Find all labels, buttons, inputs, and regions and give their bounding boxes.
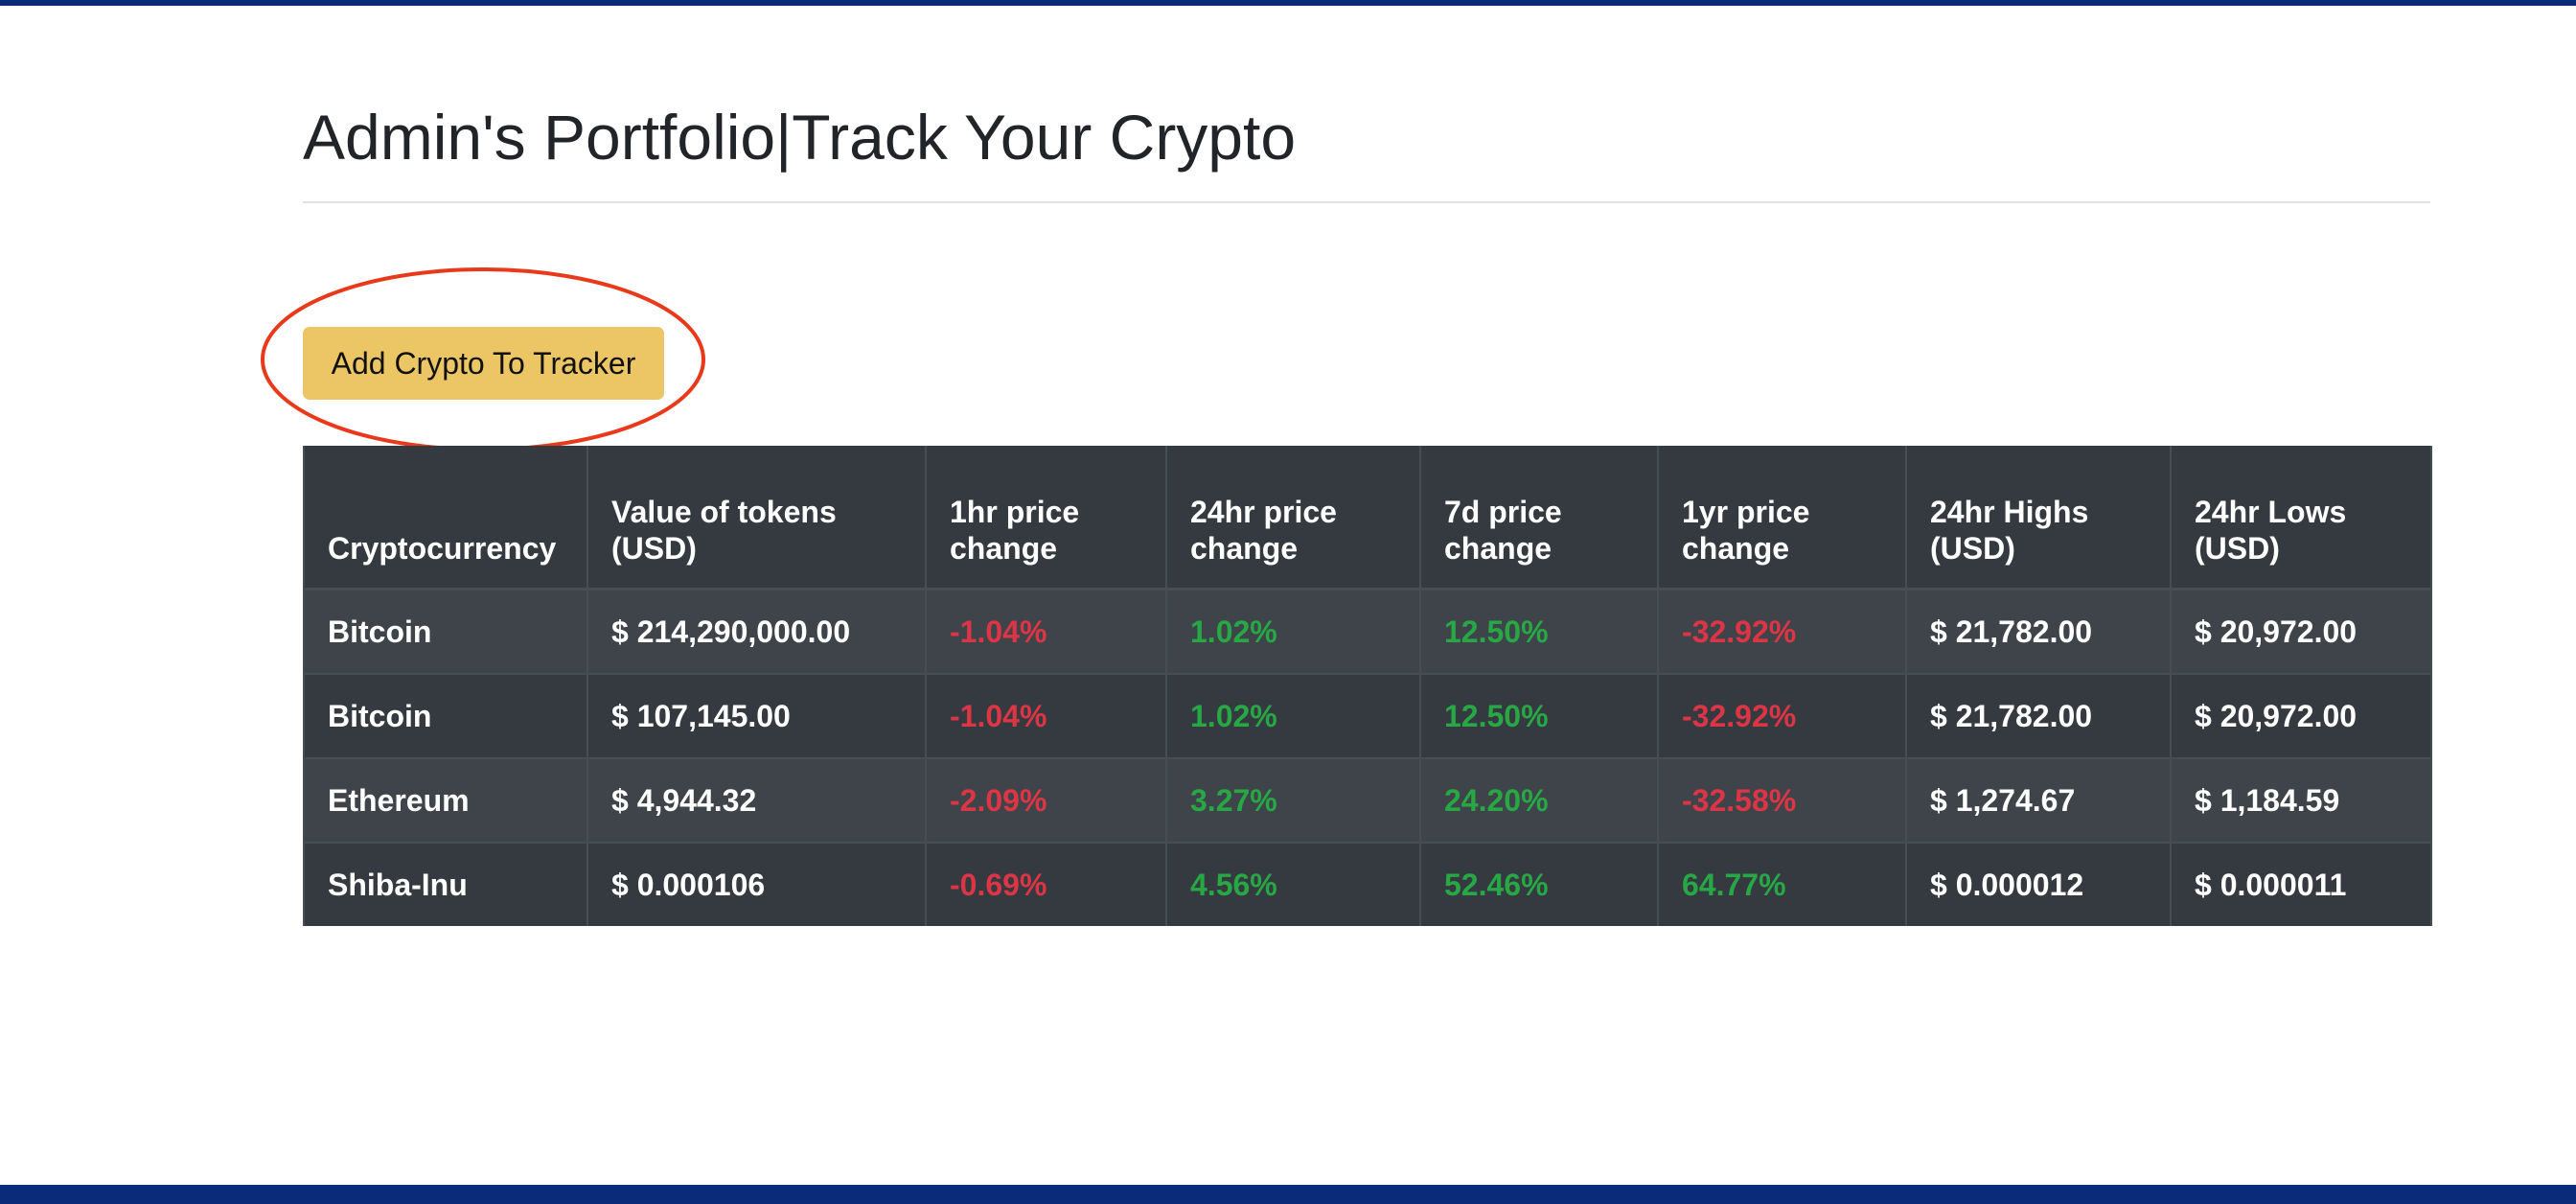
crypto-name-cell: Shiba-Inu [303, 842, 588, 926]
column-header-24hr-lows: 24hr Lows (USD) [2170, 446, 2432, 590]
token-value-cell: $ 0.000106 [586, 842, 927, 926]
column-header-1hr-change: 1hr price change [925, 446, 1167, 590]
change-1y-cell: -32.92% [1657, 673, 1907, 758]
column-header-1yr-change: 1yr price change [1657, 446, 1907, 590]
crypto-name-cell: Bitcoin [303, 673, 588, 758]
token-value-cell: $ 4,944.32 [586, 757, 927, 843]
change-7d-cell: 12.50% [1419, 673, 1659, 758]
change-24h-cell: 1.02% [1165, 673, 1421, 758]
title-divider [303, 201, 2430, 203]
change-1y-cell: -32.58% [1657, 757, 1907, 843]
column-header-24hr-change: 24hr price change [1165, 446, 1421, 590]
table-row: Bitcoin $ 214,290,000.00 -1.04% 1.02% 12… [303, 588, 2432, 674]
high-24h-cell: $ 21,782.00 [1905, 588, 2172, 674]
high-24h-cell: $ 1,274.67 [1905, 757, 2172, 843]
low-24h-cell: $ 20,972.00 [2170, 673, 2432, 758]
table-header-row: Cryptocurrency Value of tokens (USD) 1hr… [303, 446, 2432, 590]
bottom-accent-bar [0, 1185, 2576, 1204]
low-24h-cell: $ 0.000011 [2170, 842, 2432, 926]
crypto-table: Cryptocurrency Value of tokens (USD) 1hr… [303, 446, 2432, 926]
change-7d-cell: 12.50% [1419, 588, 1659, 674]
change-24h-cell: 4.56% [1165, 842, 1421, 926]
change-1y-cell: 64.77% [1657, 842, 1907, 926]
change-1h-cell: -1.04% [925, 673, 1167, 758]
crypto-name-cell: Bitcoin [303, 588, 588, 674]
change-7d-cell: 52.46% [1419, 842, 1659, 926]
column-header-7d-change: 7d price change [1419, 446, 1659, 590]
token-value-cell: $ 107,145.00 [586, 673, 927, 758]
change-1h-cell: -2.09% [925, 757, 1167, 843]
column-header-value: Value of tokens (USD) [586, 446, 927, 590]
low-24h-cell: $ 1,184.59 [2170, 757, 2432, 843]
table-row: Bitcoin $ 107,145.00 -1.04% 1.02% 12.50%… [303, 673, 2432, 758]
add-crypto-button[interactable]: Add Crypto To Tracker [303, 327, 664, 400]
token-value-cell: $ 214,290,000.00 [586, 588, 927, 674]
column-header-cryptocurrency: Cryptocurrency [303, 446, 588, 590]
table-row: Shiba-Inu $ 0.000106 -0.69% 4.56% 52.46%… [303, 842, 2432, 926]
high-24h-cell: $ 21,782.00 [1905, 673, 2172, 758]
change-1y-cell: -32.92% [1657, 588, 1907, 674]
crypto-name-cell: Ethereum [303, 757, 588, 843]
high-24h-cell: $ 0.000012 [1905, 842, 2172, 926]
top-accent-bar [0, 0, 2576, 6]
low-24h-cell: $ 20,972.00 [2170, 588, 2432, 674]
change-24h-cell: 1.02% [1165, 588, 1421, 674]
change-1h-cell: -1.04% [925, 588, 1167, 674]
change-1h-cell: -0.69% [925, 842, 1167, 926]
page-title: Admin's Portfolio|Track Your Crypto [303, 102, 1297, 173]
column-header-24hr-highs: 24hr Highs (USD) [1905, 446, 2172, 590]
change-24h-cell: 3.27% [1165, 757, 1421, 843]
table-row: Ethereum $ 4,944.32 -2.09% 3.27% 24.20% … [303, 757, 2432, 843]
change-7d-cell: 24.20% [1419, 757, 1659, 843]
